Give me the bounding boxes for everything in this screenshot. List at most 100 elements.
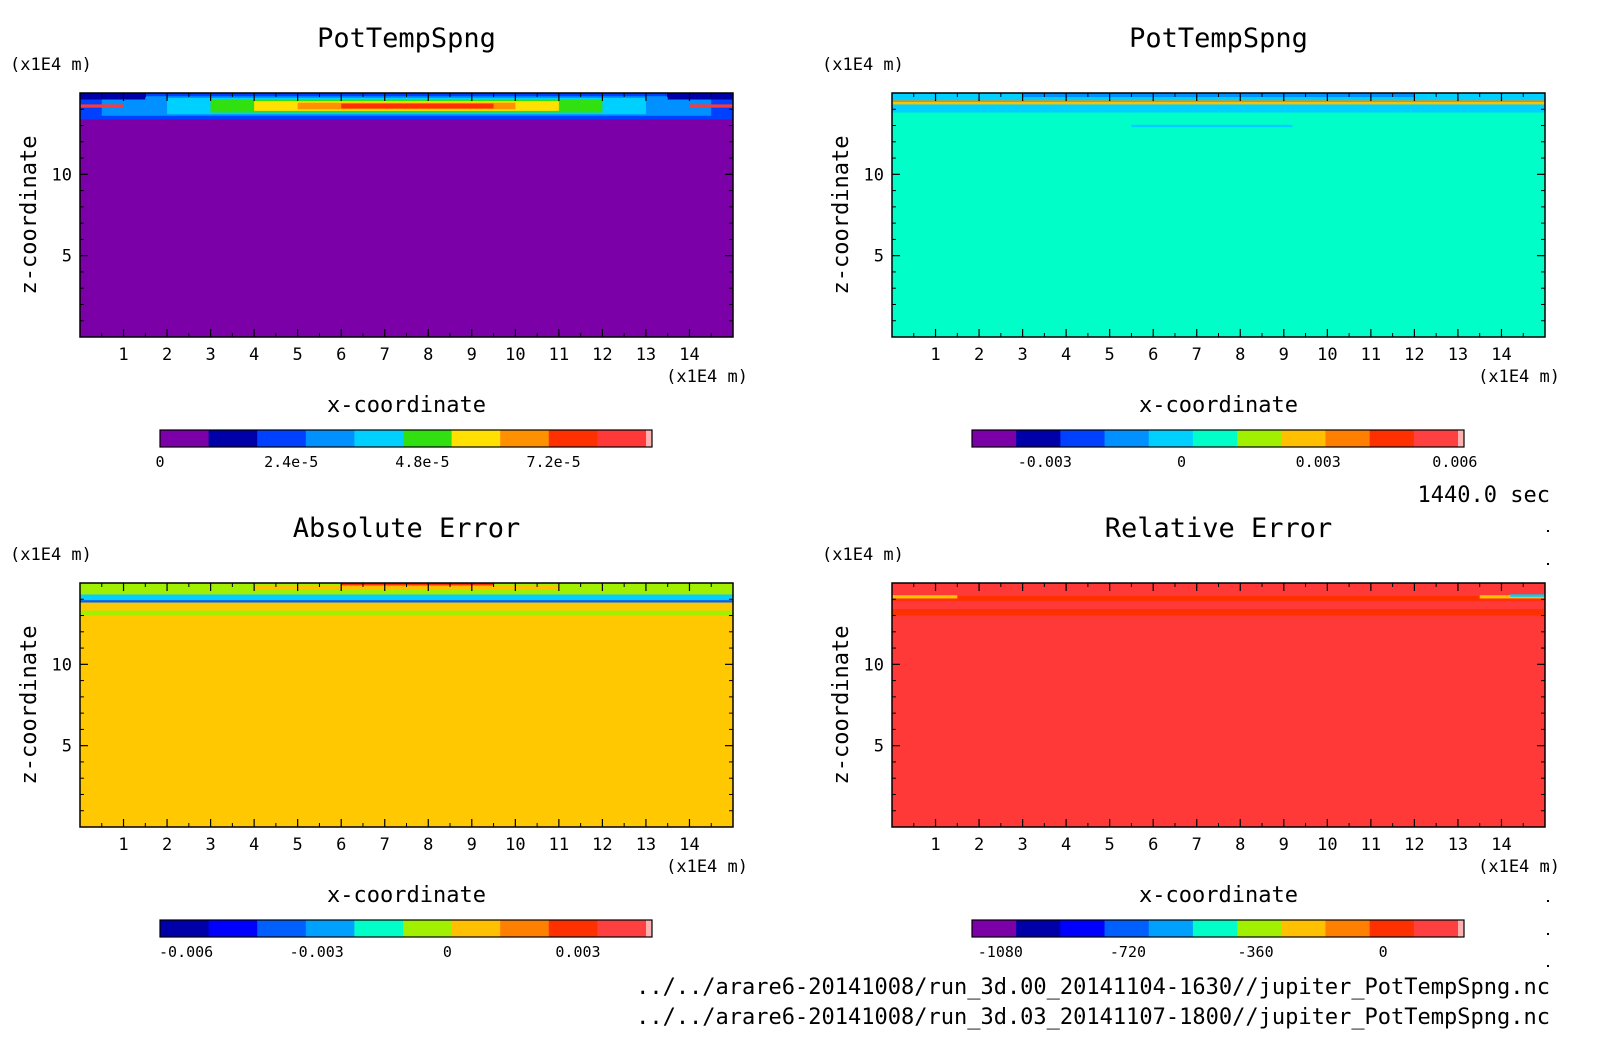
colorbar-swatch: [500, 920, 550, 937]
chart-title: PotTempSpng: [317, 23, 496, 54]
colorbar-tick-label: -0.006: [159, 943, 213, 961]
colorbar-tick-label: 0.003: [555, 943, 600, 961]
field-band: [667, 93, 733, 100]
marker-dots: [1547, 530, 1549, 967]
x-tick-label: 10: [505, 345, 525, 365]
x-tick-label: 14: [1491, 345, 1511, 365]
x-tick-label: 14: [679, 345, 699, 365]
colorbar-swatch: [305, 430, 355, 447]
x-tick-label: 3: [1017, 835, 1027, 855]
field-band: [80, 119, 733, 337]
colorbar-swatch: [1016, 430, 1061, 447]
colorbar-swatch: [257, 920, 307, 937]
field-band: [80, 104, 124, 108]
x-tick-label: 1: [930, 835, 940, 855]
field: [80, 583, 733, 827]
x-tick-label: 10: [505, 835, 525, 855]
chart-title: PotTempSpng: [1129, 23, 1308, 54]
x-tick-label: 3: [1017, 345, 1027, 365]
field-band: [892, 609, 1545, 616]
colorbar-swatch: [1281, 430, 1326, 447]
colorbar-tick-label: 0: [1379, 943, 1388, 961]
colorbar-tick-label: 0.003: [1296, 453, 1341, 471]
x-tick-label: 6: [1148, 835, 1158, 855]
x-axis-label: x-coordinate: [327, 393, 486, 418]
colorbar-tick-label: -0.003: [290, 943, 344, 961]
colorbar-swatch: [1148, 430, 1194, 447]
colorbar-swatch: [403, 430, 453, 447]
colorbar-swatch: [1104, 920, 1150, 937]
colorbar-swatch: [1192, 430, 1238, 447]
colorbar-swatch: [1369, 430, 1415, 447]
colorbar-swatch: [451, 430, 501, 447]
colorbar-tick-label: -0.003: [1018, 453, 1072, 471]
colorbar-swatch: [972, 920, 1017, 937]
colorbar-swatch: [354, 920, 404, 937]
colorbar-swatch: [1413, 920, 1459, 937]
colorbar-swatch: [1060, 920, 1106, 937]
x-tick-label: 5: [1105, 345, 1115, 365]
field-band: [689, 104, 733, 108]
colorbar-frame: [971, 919, 1465, 938]
x-axis-label: x-coordinate: [1139, 883, 1298, 908]
field-band: [1131, 124, 1293, 128]
colorbar-swatch: [1413, 430, 1459, 447]
y-unit-label: (x1E4 m): [10, 545, 92, 565]
y-axis-label: z-coordinate: [829, 626, 854, 785]
x-tick-label: 4: [249, 345, 259, 365]
colorbar-swatch: [597, 430, 647, 447]
colorbar-tick-label: 2.4e-5: [264, 453, 318, 471]
x-tick-label: 4: [1061, 345, 1071, 365]
field-band: [80, 600, 733, 603]
field-band: [892, 101, 1545, 105]
x-tick-label: 13: [636, 835, 656, 855]
x-axis-label: x-coordinate: [327, 883, 486, 908]
x-tick-label: 12: [1404, 835, 1424, 855]
field-band: [892, 596, 1545, 601]
x-tick-label: 12: [1404, 345, 1424, 365]
colorbar-swatch: [972, 430, 1017, 447]
y-tick-label: 10: [52, 655, 72, 675]
field-band: [341, 103, 494, 109]
colorbar-tick-label: -360: [1238, 943, 1274, 961]
colorbar-swatch: [646, 430, 653, 447]
y-tick-label: 10: [864, 655, 884, 675]
x-tick-label: 11: [1361, 835, 1381, 855]
x-tick-label: 6: [336, 835, 346, 855]
field: [892, 93, 1545, 337]
x-tick-label: 8: [1235, 345, 1245, 365]
x-tick-label: 2: [974, 835, 984, 855]
x-tick-label: 11: [549, 345, 569, 365]
x-tick-label: 11: [1361, 345, 1381, 365]
colorbar-swatch: [1148, 920, 1194, 937]
x-tick-label: 12: [592, 345, 612, 365]
x-tick-label: 5: [293, 345, 303, 365]
y-unit-label: (x1E4 m): [10, 55, 92, 75]
y-tick-label: 10: [52, 165, 72, 185]
colorbar-swatch: [646, 920, 653, 937]
colorbar-swatch: [597, 920, 647, 937]
x-tick-label: 8: [423, 835, 433, 855]
time-label: 1440.0 sec: [1418, 483, 1550, 508]
colorbar-frame: [971, 429, 1465, 448]
colorbar-swatch: [1325, 430, 1371, 447]
field-band: [80, 583, 733, 827]
x-tick-label: 10: [1317, 345, 1337, 365]
field-band: [892, 583, 1545, 827]
y-tick-label: 5: [62, 247, 72, 267]
x-tick-label: 12: [592, 835, 612, 855]
colorbar-tick-label: 0: [1177, 453, 1186, 471]
x-tick-label: 9: [467, 835, 477, 855]
chart-title: Relative Error: [1105, 513, 1333, 544]
colorbar-swatch: [1458, 430, 1465, 447]
x-tick-label: 13: [1448, 345, 1468, 365]
x-axis-label: x-coordinate: [1139, 393, 1298, 418]
x-tick-label: 5: [1105, 835, 1115, 855]
field-band: [80, 610, 733, 616]
x-tick-label: 3: [205, 835, 215, 855]
colorbar-swatch: [548, 430, 598, 447]
field-band: [80, 594, 733, 601]
colorbar-swatch: [1369, 920, 1415, 937]
